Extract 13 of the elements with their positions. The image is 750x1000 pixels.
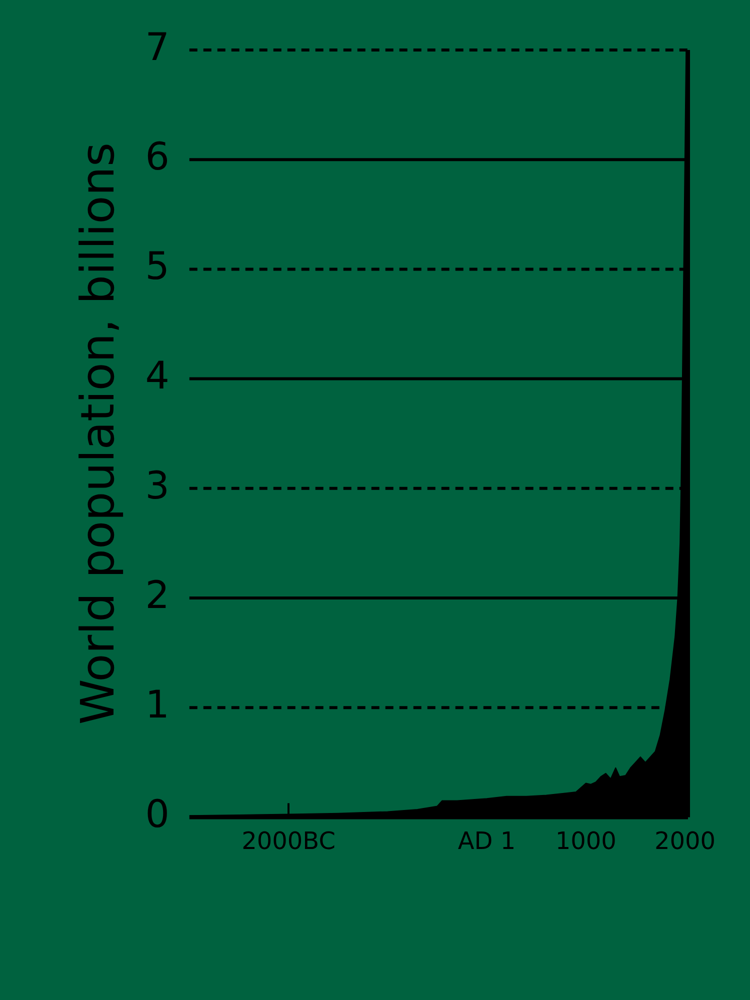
y-tick-label: 1 xyxy=(145,682,170,726)
x-tick-label: 2000BC xyxy=(242,826,336,855)
y-tick-label: 6 xyxy=(145,134,170,178)
y-tick-label: 4 xyxy=(145,354,170,398)
y-tick-label: 2 xyxy=(145,572,170,617)
x-tick-label: AD 1 xyxy=(458,826,516,855)
y-axis-title: World population, billions xyxy=(70,142,125,725)
y-tick-label: 3 xyxy=(145,463,170,508)
y-tick-label: 0 xyxy=(145,792,170,836)
x-tick-label: 1000 xyxy=(555,826,616,855)
y-tick-label: 7 xyxy=(145,24,170,69)
y-tick-label: 5 xyxy=(145,244,170,288)
x-tick-label: 2000 xyxy=(654,826,716,855)
